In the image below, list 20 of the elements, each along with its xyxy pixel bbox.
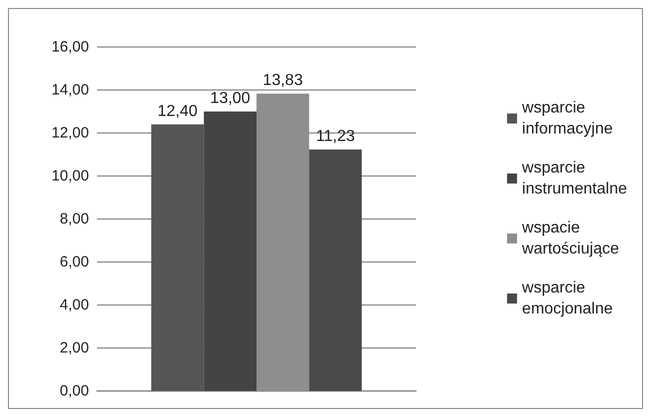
y-tick-label: 0,00: [60, 382, 89, 400]
bar: [151, 124, 204, 391]
y-tick-label: 14,00: [51, 82, 89, 98]
bar: [204, 112, 256, 391]
y-tick-label: 2,00: [60, 340, 89, 356]
y-tick-label: 8,00: [60, 210, 89, 228]
y-tick-label: 16,00: [51, 38, 89, 56]
bar: [309, 150, 362, 391]
y-tick-label: 6,00: [60, 254, 89, 270]
data-label: 12,40: [158, 102, 198, 120]
y-tick-label: 10,00: [51, 168, 89, 184]
legend-label: wsparcie informacyjne: [521, 100, 613, 138]
y-tick-label: 4,00: [60, 296, 89, 314]
legend-label: wspacie wartościujące: [521, 220, 620, 258]
legend-label: wsparcie instrumentalne: [521, 160, 628, 198]
data-label: 13,83: [262, 72, 303, 90]
data-label: 13,00: [210, 90, 250, 107]
y-tick-label: 12,00: [51, 124, 89, 142]
data-label: 11,23: [316, 128, 355, 146]
legend-label: wsparcie emocjonalne: [521, 280, 613, 318]
